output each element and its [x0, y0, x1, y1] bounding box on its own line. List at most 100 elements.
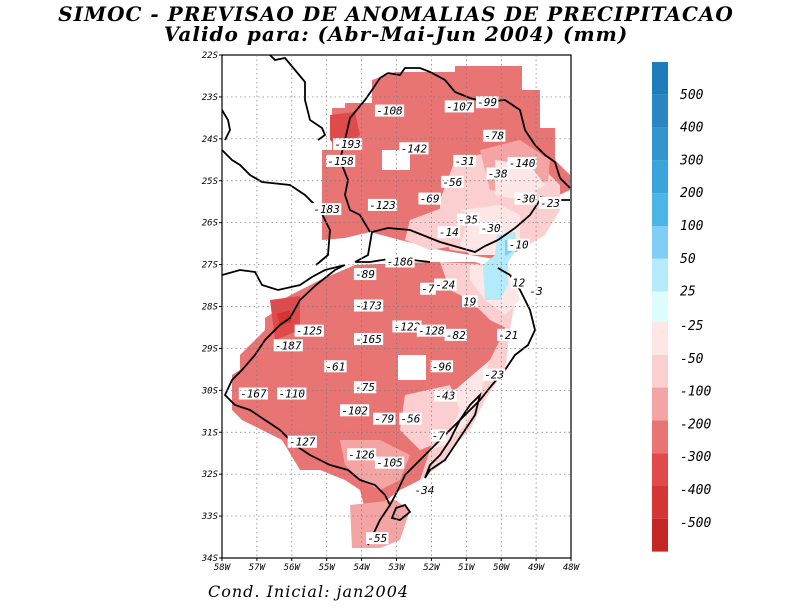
contour-label-bg: [461, 295, 478, 308]
legend-swatch: [652, 226, 668, 259]
map-subtitle: Valido para: (Abr-Mai-Jun 2004) (mm): [163, 22, 629, 46]
precipitation-field: -108 -107 -99-78-193 -142-158 -31 -140-38-56-…: [222, 55, 571, 548]
contour-label: -34: [414, 484, 434, 497]
contour-label: -56: [442, 176, 462, 189]
contour-label: -186: [387, 255, 414, 268]
legend-label: -50: [680, 352, 704, 367]
contour-label: -75: [355, 381, 375, 394]
contour-label-bg: [430, 360, 454, 373]
contour-label-bg: [333, 138, 363, 151]
contour-label: -183: [313, 203, 340, 216]
contour-label-bg: [353, 268, 377, 281]
legend-swatch: [652, 420, 668, 454]
contour-label: -96: [432, 360, 452, 373]
map-title: SIMOC - PREVISAO DE ANOMALIAS DE PRECIPI…: [58, 2, 734, 26]
contour-label-bg: [441, 175, 464, 188]
legend-label: 200: [680, 186, 704, 201]
map-axis-ticks: 58W 57W 56W 55W 54W 53W 52W 51W 50W 49W 48W 22S 23S 2…: [201, 51, 581, 573]
contour-label: -167: [240, 388, 267, 401]
contour-label-bg: [373, 412, 396, 425]
lon-tick-label: 53W: [388, 563, 406, 573]
contour-label: -23: [484, 369, 504, 382]
contour-label-bg: [510, 276, 527, 289]
contour-label: -69: [420, 193, 440, 206]
color-legend: 500 400 300 200 100 50 25 -25 -50 -100 -200 -300 -40…: [652, 62, 711, 552]
contour-label: -38: [488, 167, 508, 180]
contour-label-bg: [418, 192, 441, 205]
lat-tick-label: 33S: [201, 512, 219, 522]
lon-tick-label: 49W: [528, 563, 546, 573]
contour-label-bg: [287, 435, 317, 448]
contour-label-bg: [324, 360, 347, 373]
contour-label-bg: [347, 448, 377, 461]
contour-label-bg: [507, 156, 537, 169]
contour-label: -99: [477, 96, 497, 109]
contour-label: -126: [348, 448, 375, 461]
lon-tick-label: 54W: [353, 563, 371, 573]
contour-label-bg: [326, 154, 356, 167]
legend-label: -100: [680, 385, 711, 400]
contour-label-bg: [479, 221, 502, 234]
contour-label: 12: [512, 276, 526, 289]
legend-label: -200: [680, 417, 711, 432]
contour-label: -3: [529, 285, 542, 298]
lon-tick-label: 58W: [214, 563, 232, 573]
contour-label: -123: [369, 199, 396, 212]
lon-tick-label: 51W: [458, 563, 476, 573]
contour-label-bg: [486, 167, 509, 180]
contour-label: -140: [509, 157, 536, 170]
contour-label: -82: [446, 329, 466, 342]
lat-tick-label: 26S: [202, 219, 219, 229]
contour-label: -173: [355, 300, 382, 313]
contour-label: -21: [498, 329, 518, 342]
lon-tick-label: 57W: [249, 563, 267, 573]
contour-label-bg: [238, 387, 269, 400]
contour-label-bg: [453, 154, 476, 167]
lon-tick-label: 52W: [423, 563, 441, 573]
lat-tick-label: 34S: [201, 554, 219, 564]
contour-label-bg: [399, 412, 422, 425]
legend-swatch: [652, 291, 668, 325]
contour-label: -105: [376, 457, 403, 470]
lat-tick-label: 23S: [202, 93, 219, 103]
contour-label: -165: [355, 333, 382, 346]
legend-swatch: [652, 258, 668, 292]
contour-label-bg: [353, 333, 384, 346]
lon-tick-label: 50W: [493, 563, 511, 573]
lat-tick-label: 25S: [202, 177, 219, 187]
contour-label: -78: [484, 130, 504, 143]
contour-label-bg: [437, 226, 461, 239]
legend-swatch: [652, 453, 668, 486]
lat-tick-label: 22S: [202, 51, 219, 61]
contour-label: -187: [275, 339, 302, 352]
legend-swatch: [652, 518, 668, 552]
legend-swatch: [652, 354, 668, 388]
legend-swatch: [652, 387, 668, 421]
contour-label-bg: [507, 238, 530, 251]
contour-label: -35: [458, 214, 478, 227]
contour-label-bg: [366, 532, 389, 545]
contour-label: -55: [367, 532, 387, 545]
contour-label-bg: [434, 389, 457, 402]
contour-label: -31: [455, 155, 475, 168]
legend-swatch: [652, 193, 668, 226]
contour-label: -56: [401, 413, 421, 426]
legend-swatch: [652, 62, 668, 95]
contour-label: -158: [327, 155, 354, 168]
contour-label-bg: [476, 96, 499, 109]
lat-tick-label: 30S: [201, 386, 219, 396]
contour-label: -107: [446, 100, 473, 113]
legend-swatch: [652, 94, 668, 128]
contour-label: -142: [401, 142, 428, 155]
contour-label-bg: [420, 282, 436, 295]
contour-label: -14: [439, 226, 459, 239]
lon-tick-label: 48W: [563, 563, 581, 573]
lat-tick-label: 31S: [201, 428, 219, 438]
contour-label-bg: [528, 284, 544, 297]
contour-label: -61: [325, 360, 345, 373]
contour-label: -128: [418, 325, 445, 338]
contour-label: -127: [289, 436, 316, 449]
contour-label-bg: [367, 198, 398, 211]
legend-label: 400: [680, 121, 704, 136]
